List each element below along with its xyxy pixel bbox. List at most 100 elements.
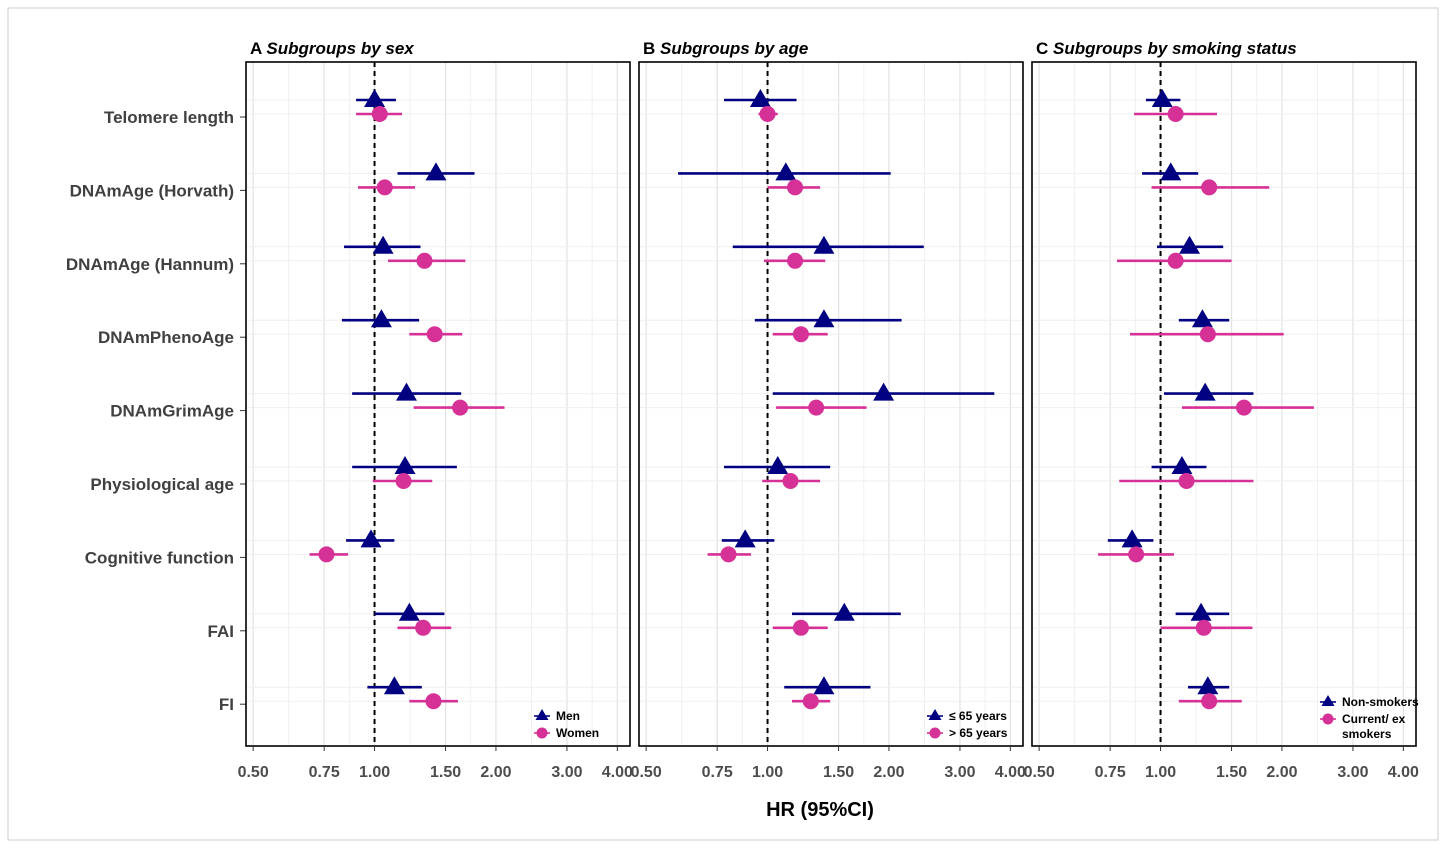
hr-point	[370, 309, 392, 328]
x-tick-label: 1.00	[1145, 764, 1176, 781]
hr-point	[813, 676, 835, 695]
hr-point	[749, 89, 771, 107]
x-tick-label: 4.00	[1388, 764, 1419, 781]
hr-point	[833, 602, 855, 621]
panel-border	[638, 61, 1024, 747]
hr-point	[1151, 89, 1173, 107]
hr-point	[398, 602, 420, 621]
hr-point	[1167, 106, 1184, 122]
legend-label: Current/ ex smokers	[1342, 712, 1406, 741]
row-label: Physiological age	[90, 475, 234, 494]
x-tick-label: 3.00	[1337, 764, 1368, 781]
hr-point	[415, 619, 432, 636]
panel-b: B Subgroups by age 0.50 0.75 1.00 1.50 2.00 3.…	[631, 39, 1026, 781]
hr-point	[1191, 309, 1213, 328]
series-triangle	[341, 89, 475, 695]
hr-point	[383, 676, 405, 695]
panel-border	[245, 61, 631, 747]
hr-point	[734, 529, 756, 548]
hr-point	[395, 473, 412, 489]
legend-label: Men	[556, 709, 580, 723]
figure-frame	[7, 7, 1439, 841]
legend-key	[928, 709, 942, 720]
row-label: DNAmAge (Horvath)	[70, 181, 234, 200]
legend-label: ≤ 65 years	[949, 709, 1007, 723]
row-label: FI	[219, 695, 234, 714]
hr-point	[767, 456, 789, 474]
hr-point	[1121, 529, 1143, 548]
hr-point	[394, 456, 416, 474]
hr-point	[1201, 693, 1218, 710]
row-label: DNAmGrimAge	[110, 402, 234, 421]
x-tick-label: 0.75	[1095, 764, 1126, 781]
hr-point	[873, 382, 895, 401]
hr-point	[371, 106, 388, 122]
row-label: DNAmAge (Hannum)	[66, 255, 234, 274]
hr-point	[425, 693, 442, 710]
x-tick-label: 2.00	[480, 764, 511, 781]
hr-point	[360, 529, 382, 548]
row-label: Telomere length	[104, 108, 234, 127]
panel-title: B Subgroups by age	[643, 39, 808, 58]
legend-key	[536, 727, 548, 739]
legend: Men Women	[534, 709, 599, 740]
hr-point	[782, 473, 799, 489]
x-axis-title: HR (95%CI)	[766, 799, 874, 821]
hr-point	[1190, 602, 1212, 621]
hr-point	[416, 252, 433, 269]
panel-title: A Subgroups by sex	[250, 39, 415, 58]
legend: Non-smokers Current/ ex smokers	[1320, 695, 1419, 741]
hr-point	[775, 162, 797, 181]
hr-point	[1160, 162, 1182, 181]
hr-point	[813, 309, 835, 328]
x-tick-label: 2.00	[873, 764, 904, 781]
hr-point	[1171, 456, 1193, 474]
hr-point	[1179, 235, 1201, 254]
hr-point	[426, 326, 443, 343]
hr-point	[452, 399, 469, 416]
x-tick-label: 4.00	[602, 764, 633, 781]
x-tick-label: 3.00	[551, 764, 582, 781]
row-label: FAI	[208, 622, 234, 641]
x-tick-label: 1.00	[752, 764, 783, 781]
hr-point	[425, 162, 447, 181]
hr-point	[1197, 676, 1219, 695]
series-circle	[707, 106, 867, 710]
legend-key	[929, 727, 941, 739]
x-tick-label: 1.50	[430, 764, 461, 781]
panel-a: A Subgroups by sex 0.50 0.75 1.00 1.50 2.00 3.…	[238, 39, 633, 781]
series-triangle	[678, 89, 995, 695]
row-label: DNAmPhenoAge	[98, 328, 234, 347]
legend-label: Women	[556, 726, 599, 740]
legend-label: > 65 years	[949, 726, 1008, 740]
hr-point	[376, 179, 393, 196]
hr-point	[787, 252, 804, 269]
legend: ≤ 65 years > 65 years	[927, 709, 1008, 740]
hr-point	[1128, 546, 1145, 563]
x-tick-label: 0.50	[631, 764, 662, 781]
panels: A Subgroups by sex 0.50 0.75 1.00 1.50 2.00 3.…	[238, 39, 1419, 781]
hr-point	[1199, 326, 1216, 343]
hr-point	[792, 326, 809, 343]
legend-label: Non-smokers	[1342, 695, 1419, 709]
x-tick-label: 3.00	[944, 764, 975, 781]
hr-point	[1167, 252, 1184, 269]
x-tick-label: 0.75	[702, 764, 733, 781]
x-tick-label: 1.00	[359, 764, 390, 781]
x-tick-label: 0.50	[238, 764, 269, 781]
hr-point	[1201, 179, 1218, 196]
hr-point	[759, 106, 776, 122]
hr-point	[318, 546, 335, 563]
hr-point	[372, 235, 394, 254]
hr-point	[813, 235, 835, 254]
x-tick-label: 4.00	[995, 764, 1026, 781]
x-tick-label: 1.50	[823, 764, 854, 781]
row-label: Cognitive function	[85, 548, 234, 567]
x-tick-label: 1.50	[1216, 764, 1247, 781]
hr-point	[1195, 619, 1212, 636]
series-triangle	[1107, 89, 1254, 695]
hr-point	[1235, 399, 1252, 416]
hr-point	[364, 89, 386, 107]
